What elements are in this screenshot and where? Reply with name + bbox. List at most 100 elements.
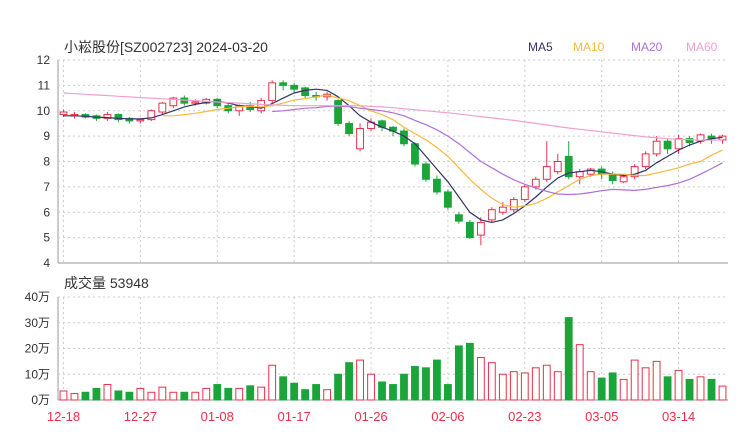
- x-tick-label: 03-05: [585, 409, 618, 424]
- price-tick-label: 7: [43, 180, 50, 194]
- volume-bar: [564, 317, 573, 401]
- volume-bar: [180, 391, 189, 401]
- candle-body: [290, 84, 299, 90]
- volume-bar: [125, 391, 134, 401]
- volume-tick-label: 0万: [31, 393, 50, 407]
- volume-bar: [509, 371, 518, 401]
- price-tick-label: 12: [37, 53, 51, 67]
- volume-bar: [619, 378, 628, 401]
- volume-bar: [213, 384, 222, 401]
- volume-bar: [553, 371, 562, 401]
- x-tick-label: 02-23: [508, 409, 541, 424]
- candle-body: [147, 110, 156, 121]
- candle-body: [586, 168, 595, 175]
- volume-bar: [81, 391, 90, 401]
- volume-bar: [312, 384, 321, 401]
- candle-body: [685, 138, 694, 143]
- legend: MA5 MA10 MA20 MA60: [528, 40, 718, 54]
- volume-bar: [257, 386, 266, 401]
- volume-bar: [323, 389, 332, 401]
- ma-line-ma60: [63, 92, 723, 141]
- volume-bar: [674, 369, 683, 401]
- volume-bar: [378, 381, 386, 401]
- candle-body: [279, 82, 288, 86]
- volume-bar: [696, 376, 705, 401]
- candle-body: [542, 166, 551, 180]
- candle-body: [345, 122, 353, 135]
- candle-body: [301, 87, 310, 97]
- candle-body: [564, 155, 573, 178]
- volume-bar: [707, 378, 716, 401]
- candle-body: [400, 130, 408, 145]
- price-tick-label: 9: [43, 129, 50, 143]
- candle-body: [356, 128, 364, 150]
- price-tick-label: 5: [43, 231, 50, 245]
- ma-line-ma20: [272, 105, 723, 196]
- volume-bar: [345, 362, 353, 401]
- volume-bar: [444, 384, 452, 401]
- volume-bar: [487, 362, 496, 401]
- volume-bar: [652, 360, 661, 401]
- volume-bar: [158, 386, 167, 401]
- legend-item-ma5: MA5: [528, 40, 553, 54]
- volume-tick-label: 20万: [25, 342, 50, 356]
- candle-body: [641, 153, 650, 168]
- volume-bar: [718, 385, 727, 401]
- candle-body: [114, 114, 123, 121]
- legend-item-ma10: MA10: [573, 40, 605, 54]
- volume-bar: [103, 384, 112, 401]
- price-panel: 12 11 10 9 8 7 6 5 4: [37, 53, 728, 270]
- volume-bar: [246, 385, 255, 401]
- volume-bar: [70, 393, 79, 401]
- candle-body: [454, 214, 463, 222]
- volume-bar: [389, 384, 397, 401]
- x-tick-label: 01-17: [278, 409, 311, 424]
- candle-body: [136, 119, 145, 122]
- volume-bar: [476, 357, 485, 401]
- volume-bar: [520, 372, 529, 401]
- candle-body: [608, 173, 617, 182]
- legend-item-ma20: MA20: [631, 40, 663, 54]
- volume-bar: [685, 378, 694, 401]
- volume-bar: [202, 387, 211, 401]
- volume-bar: [608, 372, 617, 401]
- candle-body: [663, 140, 672, 150]
- candle-body: [268, 82, 277, 102]
- candle-body: [191, 101, 200, 104]
- candle-body: [487, 209, 496, 221]
- volume-bar: [575, 344, 584, 401]
- price-tick-label: 4: [43, 256, 50, 270]
- volume-bar: [641, 367, 650, 401]
- candle-body: [465, 221, 474, 239]
- volume-bar: [586, 371, 595, 401]
- volume-bar: [597, 377, 606, 401]
- candle-body: [59, 111, 68, 116]
- candle-body: [652, 140, 661, 155]
- x-tick-label: 01-08: [201, 409, 234, 424]
- price-tick-label: 11: [38, 78, 51, 92]
- volume-bar: [301, 389, 310, 401]
- candle-body: [103, 114, 112, 119]
- volume-bar: [334, 373, 342, 401]
- ma-line-ma10: [162, 94, 723, 208]
- price-tick-label: 10: [37, 104, 51, 118]
- volume-bar: [411, 366, 419, 401]
- candle-body: [444, 191, 452, 208]
- volume-bar: [367, 373, 375, 401]
- x-tick-label: 01-26: [354, 409, 387, 424]
- volume-bar: [147, 391, 156, 401]
- candle-body: [433, 178, 441, 193]
- volume-bar: [542, 364, 551, 401]
- volume-bar: [400, 373, 408, 401]
- volume-bar: [498, 373, 507, 401]
- volume-bar: [454, 345, 463, 401]
- candle-body: [498, 206, 507, 213]
- volume-bar: [92, 387, 101, 401]
- volume-bar: [531, 367, 540, 401]
- x-axis: 12-18 12-27 01-08 01-17 01-26 02-06 02-23 03-05…: [47, 409, 695, 424]
- candle-body: [619, 176, 628, 183]
- volume-bar: [235, 387, 244, 401]
- x-tick-label: 12-27: [124, 409, 157, 424]
- volume-bar: [114, 390, 123, 401]
